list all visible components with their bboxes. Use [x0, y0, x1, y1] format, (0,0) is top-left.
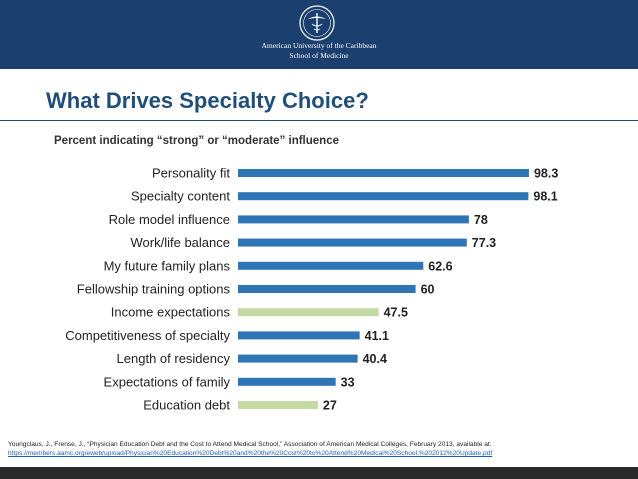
citation-link[interactable]: https://members.aamc.org/eweb/upload/Phy…	[8, 450, 493, 457]
value-label-5: 60	[421, 283, 435, 297]
value-label-1: 98.1	[533, 190, 557, 204]
category-label-7: Competitiveness of specialty	[65, 328, 230, 343]
institution-subname: School of Medicine	[289, 51, 349, 60]
category-label-4: My future family plans	[104, 258, 231, 273]
bar-6	[238, 308, 379, 317]
category-label-0: Personality fit	[152, 166, 230, 181]
category-label-10: Education debt	[143, 398, 230, 413]
header-banner: American University of the Caribbean Sch…	[0, 0, 638, 69]
footer-bar	[0, 467, 638, 479]
bar-10	[238, 401, 318, 409]
bar-5	[238, 285, 416, 293]
bar-3	[238, 238, 467, 247]
value-label-2: 78	[474, 213, 488, 227]
institution-name: American University of the Caribbean	[261, 41, 377, 50]
category-label-8: Length of residency	[117, 351, 231, 366]
bar-7	[238, 331, 360, 340]
value-label-4: 62.6	[428, 259, 452, 273]
bar-8	[238, 354, 358, 363]
category-label-3: Work/life balance	[131, 235, 230, 250]
bar-2	[238, 215, 469, 224]
citation-text: Youngclaus, J., Frense, J., “Physician E…	[8, 441, 492, 448]
category-label-1: Specialty content	[131, 189, 230, 204]
citation: Youngclaus, J., Frense, J., “Physician E…	[8, 440, 633, 458]
bar-chart: Personality fit 98.3 Specialty content 98.1…	[65, 166, 558, 413]
title-divider	[0, 120, 638, 121]
chart-subtitle: Percent indicating “strong” or “moderate…	[54, 135, 339, 147]
category-label-6: Income expectations	[111, 305, 231, 320]
category-label-9: Expectations of family	[104, 374, 231, 389]
value-label-0: 98.3	[534, 167, 558, 181]
value-label-7: 41.1	[365, 329, 389, 343]
category-label-2: Role model influence	[109, 212, 230, 227]
university-seal-icon	[299, 5, 335, 41]
slide-title: What Drives Specialty Choice?	[46, 88, 369, 113]
value-label-8: 40.4	[363, 352, 387, 366]
value-label-6: 47.5	[384, 306, 408, 320]
value-label-3: 77.3	[472, 236, 496, 250]
bar-9	[238, 377, 336, 386]
value-label-10: 27	[323, 399, 337, 413]
value-label-9: 33	[341, 375, 355, 389]
bar-4	[238, 261, 424, 270]
bar-0	[238, 169, 529, 177]
bar-1	[238, 192, 529, 201]
category-label-5: Fellowship training options	[77, 282, 231, 297]
